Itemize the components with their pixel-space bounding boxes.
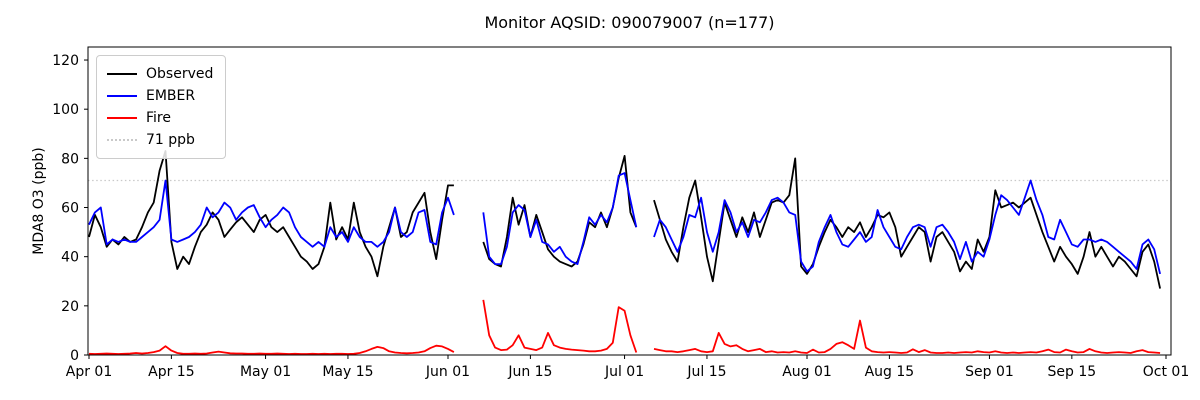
legend-label: EMBER bbox=[146, 88, 196, 104]
x-tick-label: Jul 01 bbox=[604, 364, 644, 380]
fire-line bbox=[88, 344, 455, 355]
y-axis-label: MDA8 O3 (ppb) bbox=[31, 147, 47, 255]
y-tick-label: 120 bbox=[52, 53, 79, 69]
x-tick-label: Apr 15 bbox=[148, 364, 194, 380]
ember-line bbox=[653, 179, 1161, 275]
y-tick-label: 60 bbox=[61, 201, 79, 217]
legend-row-71-ppb: 71 ppb bbox=[107, 129, 213, 151]
legend-swatch-line bbox=[107, 73, 137, 75]
x-tick-label: Apr 01 bbox=[66, 364, 112, 380]
x-tick-label: Aug 01 bbox=[782, 364, 832, 380]
observed-line bbox=[88, 150, 454, 278]
x-tick-label: Jun 01 bbox=[425, 364, 470, 380]
y-tick-label: 40 bbox=[61, 250, 79, 266]
x-tick-label: May 15 bbox=[322, 364, 373, 380]
y-tick-label: 0 bbox=[70, 348, 79, 364]
x-tick-label: Oct 01 bbox=[1143, 364, 1189, 380]
legend-label: Observed bbox=[146, 66, 214, 82]
legend-row-fire: Fire bbox=[107, 107, 213, 129]
legend-label: Fire bbox=[146, 110, 171, 126]
ember-line bbox=[88, 179, 455, 248]
y-tick-label: 20 bbox=[61, 299, 79, 315]
x-tick-label: Jul 15 bbox=[686, 364, 726, 380]
axes-spines bbox=[87, 46, 1172, 356]
x-tick-label: Aug 15 bbox=[865, 364, 915, 380]
fire-line bbox=[653, 319, 1161, 354]
fire-line bbox=[482, 299, 638, 353]
legend-swatch-line bbox=[107, 95, 137, 97]
x-tick-label: May 01 bbox=[240, 364, 291, 380]
x-tick-label: Sep 15 bbox=[1048, 364, 1097, 380]
legend-row-ember: EMBER bbox=[107, 85, 213, 107]
x-tick-label: Sep 01 bbox=[965, 364, 1014, 380]
legend-swatch-line bbox=[107, 117, 137, 119]
legend-label: 71 ppb bbox=[146, 132, 195, 148]
ember-line bbox=[482, 172, 638, 266]
chart-title: Monitor AQSID: 090079007 (n=177) bbox=[484, 13, 775, 32]
legend-row-observed: Observed bbox=[107, 63, 213, 85]
x-tick-label: Jun 15 bbox=[507, 364, 552, 380]
legend-swatch-dotted-line bbox=[107, 139, 137, 141]
y-tick-label: 80 bbox=[61, 151, 79, 167]
legend: Observed EMBER Fire 71 ppb bbox=[96, 55, 227, 159]
y-tick-label: 100 bbox=[52, 102, 79, 118]
observed-line bbox=[653, 157, 1161, 289]
